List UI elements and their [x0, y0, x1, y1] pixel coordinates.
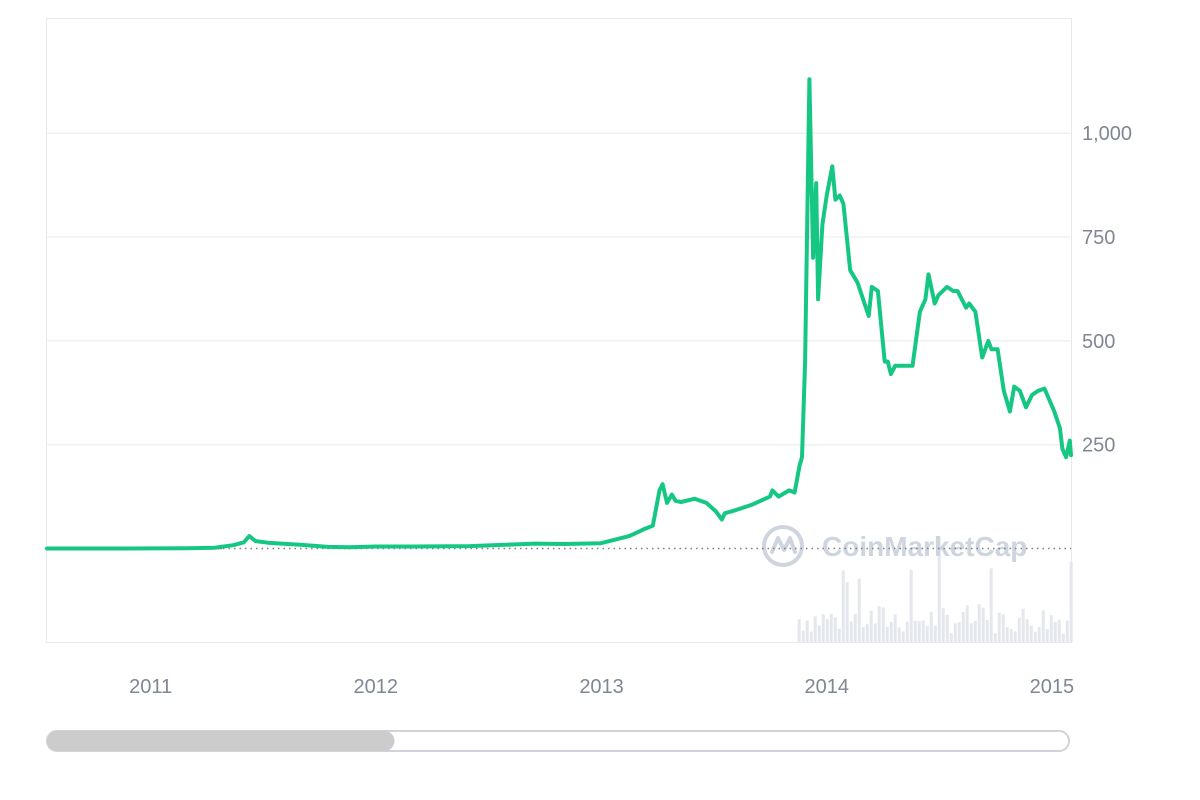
- volume-bar: [929, 611, 933, 642]
- volume-bar: [961, 611, 965, 642]
- volume-bar: [869, 610, 873, 642]
- volume-bar: [1065, 620, 1069, 642]
- x-axis: 2011 2012 2013 2014 2015: [129, 676, 1074, 698]
- volume-bar: [1041, 610, 1045, 642]
- volume-bar: [889, 621, 893, 642]
- volume-bar: [797, 619, 801, 642]
- volume-bar: [833, 617, 837, 642]
- volume-bar: [897, 627, 901, 642]
- volume-bar: [1021, 608, 1025, 642]
- volume-bar: [949, 633, 953, 642]
- volume-bar: [981, 607, 985, 642]
- x-tick-label: 2012: [354, 676, 399, 698]
- volume-bar: [873, 623, 877, 642]
- coinmarketcap-logo-icon: [762, 525, 804, 567]
- volume-bar: [973, 620, 977, 642]
- y-tick-label: 750: [1082, 227, 1115, 249]
- volume-bar: [885, 626, 889, 642]
- volume-bar: [933, 625, 937, 642]
- volume-bar: [969, 623, 973, 642]
- volume-bar: [985, 619, 989, 642]
- y-tick-label: 1,000: [1082, 123, 1132, 145]
- volume-bar: [1001, 614, 1005, 642]
- volume-bar: [1029, 625, 1033, 642]
- volume-bar: [829, 613, 833, 642]
- volume-bar: [1017, 617, 1021, 642]
- y-grid: [47, 132, 1071, 446]
- x-tick-label: 2013: [579, 676, 624, 698]
- volume-bar: [925, 626, 929, 642]
- volume-bar: [957, 622, 961, 642]
- volume-bar: [965, 605, 969, 642]
- volume-bar: [849, 621, 853, 642]
- volume-bar: [1005, 627, 1009, 642]
- volume-bar: [989, 568, 993, 642]
- x-tick-label: 2014: [804, 676, 849, 698]
- volume-bar: [1045, 629, 1049, 642]
- y-axis: 250 500 750 1,000: [1082, 123, 1132, 457]
- volume-bar: [905, 621, 909, 642]
- plot-area: [46, 18, 1072, 643]
- volume-bar: [1033, 632, 1037, 642]
- volume-bar: [917, 620, 921, 642]
- x-tick-label: 2011: [129, 676, 172, 698]
- volume-bar: [865, 624, 869, 642]
- volume-bar: [837, 628, 841, 642]
- volume-bar: [909, 569, 913, 642]
- volume-bar: [821, 614, 825, 642]
- volume-bar: [1053, 621, 1057, 642]
- volume-bar: [901, 631, 905, 642]
- volume-bar: [993, 633, 997, 642]
- volume-bar: [953, 623, 957, 642]
- volume-bars: [797, 536, 1073, 642]
- volume-bar: [1069, 561, 1073, 642]
- volume-bar: [1057, 619, 1061, 642]
- volume-bar: [1009, 628, 1013, 642]
- volume-bar: [805, 620, 809, 642]
- volume-bar: [813, 616, 817, 642]
- watermark-text: CoinMarketCap: [822, 531, 1027, 562]
- volume-bar: [997, 612, 1001, 642]
- volume-bar: [921, 620, 925, 642]
- volume-bar: [857, 578, 861, 642]
- volume-bar: [941, 608, 945, 642]
- volume-bar: [817, 625, 821, 642]
- volume-bar: [801, 630, 805, 642]
- y-tick-label: 250: [1082, 435, 1115, 457]
- volume-bar: [845, 582, 849, 642]
- volume-bar: [893, 614, 897, 642]
- volume-bar: [841, 570, 845, 642]
- volume-bar: [1037, 627, 1041, 642]
- volume-bar: [945, 614, 949, 642]
- volume-bar: [1025, 619, 1029, 642]
- y-tick-label: 500: [1082, 331, 1115, 353]
- volume-bar: [937, 536, 941, 642]
- volume-bar: [1061, 633, 1065, 642]
- volume-bar: [977, 604, 981, 642]
- volume-bar: [1049, 615, 1053, 642]
- navigator-thumb[interactable]: [47, 731, 395, 751]
- series-layer: [45, 77, 1073, 551]
- volume-bar: [1013, 631, 1017, 642]
- watermark: CoinMarketCap: [762, 525, 1027, 567]
- volume-bar: [881, 607, 885, 642]
- volume-bar: [877, 606, 881, 642]
- volume-bar: [809, 631, 813, 642]
- range-navigator[interactable]: [46, 730, 1070, 752]
- volume-bar: [913, 620, 917, 642]
- volume-bar: [861, 627, 865, 642]
- price-series-line: [45, 77, 1073, 551]
- x-tick-label: 2015: [1030, 676, 1075, 698]
- volume-bar: [825, 619, 829, 642]
- volume-bar: [853, 613, 857, 642]
